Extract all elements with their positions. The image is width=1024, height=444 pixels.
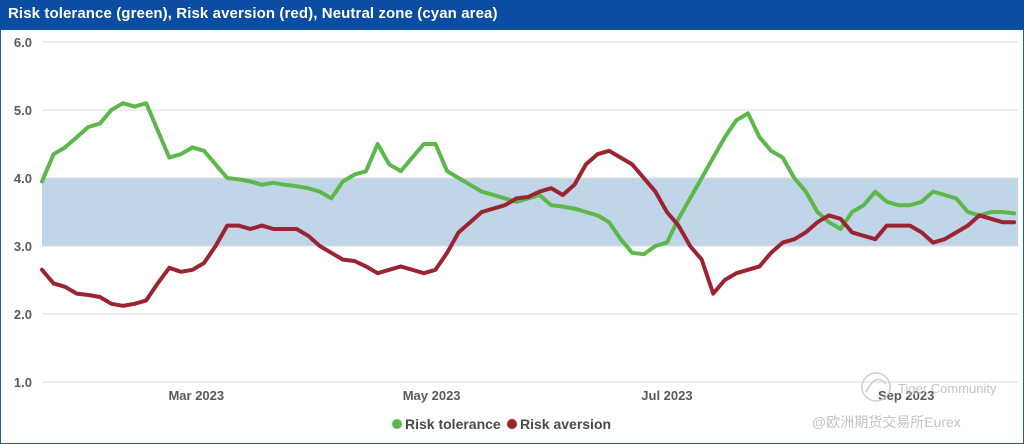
y-tick-label: 4.0 [14,171,32,186]
watermark-line2: @欧洲期货交易所Eurex [812,414,961,430]
chart-title: Risk tolerance (green), Risk aversion (r… [8,5,498,22]
legend-label: Risk aversion [520,416,611,432]
y-tick-label: 3.0 [14,239,32,254]
tiger-logo-stroke [865,378,887,393]
x-tick-label: Sep 2023 [878,388,934,403]
legend-marker-risk-aversion [507,419,517,429]
x-tick-label: Jul 2023 [641,388,692,403]
tiger-logo-icon [861,372,891,402]
y-tick-label: 1.0 [14,375,32,390]
y-tick-label: 2.0 [14,307,32,322]
y-tick-label: 5.0 [14,103,32,118]
neutral-zone-band [42,178,1018,246]
x-tick-label: May 2023 [403,388,461,403]
legend-label: Risk tolerance [405,416,501,432]
y-tick-label: 6.0 [14,35,32,50]
watermark-line1: Tiger Community [898,381,997,396]
title-bar: Risk tolerance (green), Risk aversion (r… [0,0,1024,30]
legend-marker-risk-tolerance [392,419,402,429]
legend: Risk tolerance Risk aversion [392,416,611,432]
x-tick-label: Mar 2023 [168,388,224,403]
series-line-risk-aversion [40,148,1017,308]
watermark: Tiger Community @欧洲期货交易所Eurex [812,372,997,430]
